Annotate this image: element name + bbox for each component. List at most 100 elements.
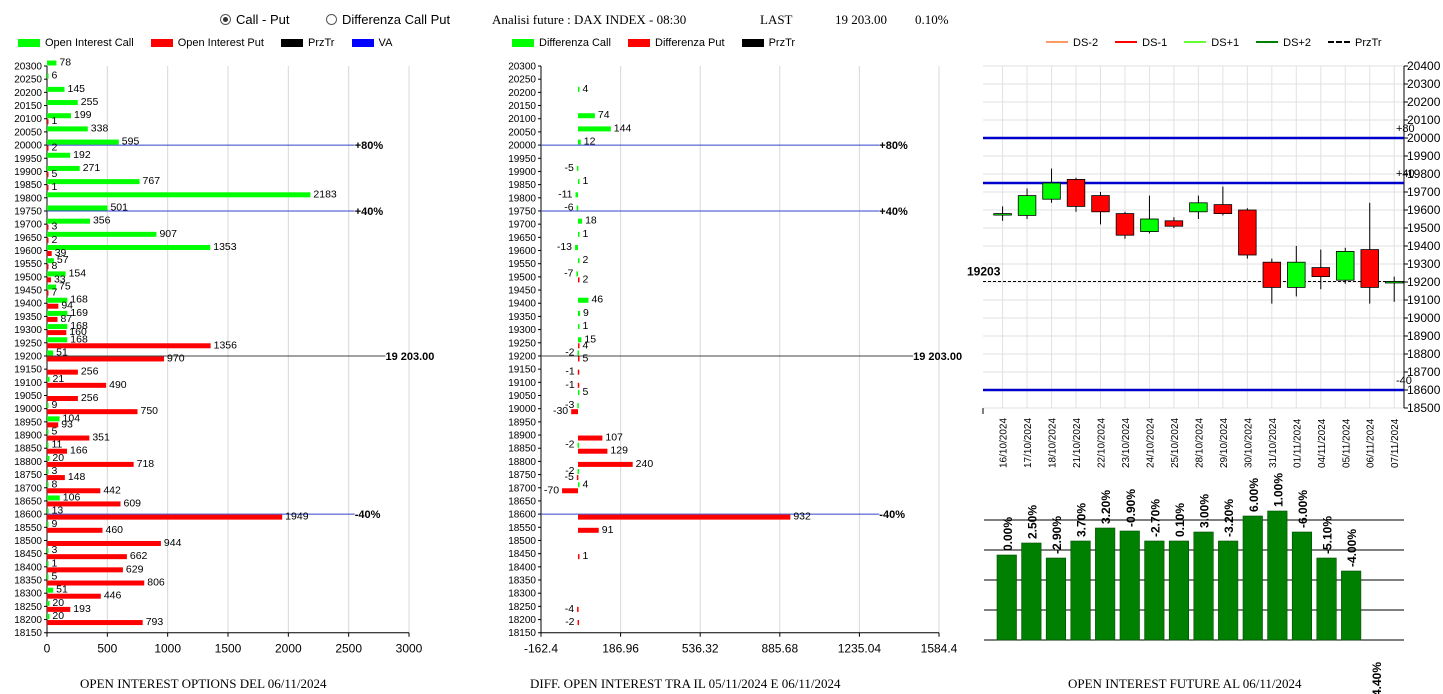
strike-label: 18550 (508, 523, 536, 534)
put-bar (577, 369, 580, 375)
future-bar (1021, 542, 1042, 641)
candle-body (1384, 281, 1404, 284)
y-tick-label: 19800 (1407, 167, 1441, 181)
call-bar (47, 231, 157, 237)
call-value-label: 5 (583, 386, 589, 398)
call-value-label: 168 (70, 294, 88, 306)
strike-label: 20000 (508, 141, 536, 152)
strike-label: 20250 (14, 75, 42, 86)
radio-call-put[interactable]: Call - Put (220, 12, 289, 27)
put-value-label: 609 (123, 497, 141, 509)
call-bar (577, 350, 580, 356)
radio-differenza[interactable]: Differenza Call Put (326, 12, 450, 27)
put-bar (47, 435, 90, 441)
call-value-label: 21 (53, 373, 65, 385)
put-value-label: 160 (69, 326, 87, 338)
strike-label: 20050 (508, 127, 536, 138)
put-bar (578, 448, 608, 454)
call-value-label: 51 (56, 584, 68, 596)
strike-label: 18200 (508, 615, 536, 626)
caption-oi: OPEN INTEREST OPTIONS DEL 06/11/2024 (80, 676, 327, 691)
put-bar (578, 514, 791, 520)
call-value-label: 338 (91, 122, 109, 134)
x-tick-label: 885.68 (761, 642, 798, 656)
call-value-label: 11 (52, 439, 63, 451)
candle-body (1238, 209, 1257, 256)
put-value-label: 460 (106, 524, 124, 536)
legend-put: Open Interest Put (150, 37, 264, 49)
call-value-label: 2 (583, 254, 589, 266)
call-bar (47, 455, 50, 461)
strike-label: 18950 (14, 417, 42, 428)
put-bar (47, 527, 103, 533)
y-tick-label: 19900 (1407, 149, 1441, 163)
candle-body (1017, 195, 1037, 216)
put-bar (47, 382, 107, 388)
call-bar (47, 442, 49, 448)
put-value-label: 39 (55, 247, 67, 259)
strike-label: 19600 (14, 246, 42, 257)
call-value-label: 199 (74, 109, 92, 121)
call-value-label: 255 (81, 96, 99, 108)
call-bar (47, 495, 60, 501)
call-value-label: 3 (52, 544, 58, 556)
date-label: 21/10/2024 (1072, 418, 1083, 468)
put-value-label: 91 (602, 524, 614, 536)
strike-label: 19900 (508, 167, 536, 178)
radio-unselected-icon[interactable] (326, 14, 337, 25)
put-bar (576, 475, 579, 481)
call-bar (47, 337, 68, 343)
put-bar (47, 501, 121, 507)
x-tick-label: 0 (44, 642, 51, 656)
call-value-label: -6 (564, 201, 573, 213)
x-tick-label: 1584.4 (921, 642, 958, 656)
legend-ds-2: DS-2 (1046, 37, 1098, 49)
x-tick-label: 1235.04 (838, 642, 882, 656)
candle-body (1336, 250, 1355, 281)
call-value-label: -11 (558, 188, 573, 200)
date-label: 06/11/2024 (1366, 418, 1377, 468)
put-value-label: 446 (104, 590, 122, 602)
future-bar-label: 1.00% (1271, 473, 1285, 507)
put-bar (578, 356, 580, 362)
x-tick-label: 186.96 (602, 642, 639, 656)
strike-label: 18650 (14, 496, 42, 507)
put-bar (47, 540, 161, 546)
date-label: 04/11/2024 (1317, 418, 1328, 468)
strike-label: 19250 (508, 338, 536, 349)
call-bar (47, 152, 71, 158)
call-bar (47, 113, 72, 119)
put-bar (47, 224, 49, 230)
call-bar (47, 561, 49, 567)
future-bar-label: 0.00% (1001, 517, 1015, 551)
strike-label: 20000 (14, 141, 42, 152)
date-label: 22/10/2024 (1096, 418, 1107, 468)
candle-body (1066, 178, 1086, 207)
strike-label: 20300 (508, 62, 536, 73)
legend-ds-p2: DS+2 (1256, 37, 1311, 49)
strike-label: 20050 (14, 127, 42, 138)
va-label: -40% (879, 509, 905, 521)
put-bar (47, 461, 134, 467)
date-label: 05/11/2024 (1341, 418, 1352, 468)
date-label: 01/11/2024 (1292, 418, 1303, 468)
candle-body (1311, 267, 1330, 278)
put-bar (47, 290, 49, 296)
strike-label: 19650 (508, 233, 536, 244)
put-value-label: 1 (52, 181, 58, 193)
y-tick-label: 20200 (1407, 95, 1441, 109)
put-value-label: 256 (81, 392, 99, 404)
call-bar (47, 376, 50, 382)
call-value-label: 1 (583, 228, 589, 240)
legend-diff-prztr: PrzTr (741, 37, 795, 49)
legend-ds-p1: DS+1 (1184, 37, 1239, 49)
call-bar (578, 324, 580, 330)
call-value-label: 271 (83, 162, 101, 174)
put-bar (47, 580, 145, 586)
strike-label: 19850 (14, 180, 42, 191)
x-tick-label: -162.4 (524, 642, 558, 656)
radio-selected-icon[interactable] (220, 14, 231, 25)
put-bar (47, 448, 68, 454)
